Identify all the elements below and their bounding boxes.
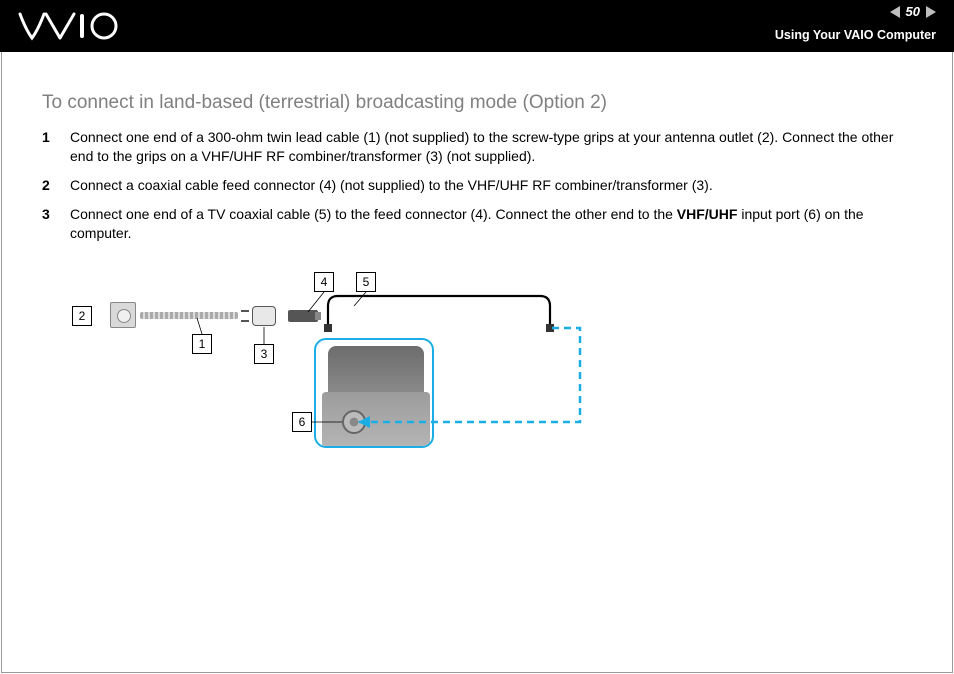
page-content: To connect in land-based (terrestrial) b…	[0, 52, 954, 462]
callout-5: 5	[356, 272, 376, 292]
step-item: 2 Connect a coaxial cable feed connector…	[42, 176, 912, 195]
callout-2: 2	[72, 306, 92, 326]
callout-4: 4	[314, 272, 334, 292]
instruction-steps: 1 Connect one end of a 300-ohm twin lead…	[42, 128, 912, 242]
section-breadcrumb: Using Your VAIO Computer	[775, 28, 936, 42]
page-number: 50	[906, 4, 920, 19]
connection-diagram: 2 1 3 4 5 6	[52, 262, 612, 462]
page-navigation: 50	[890, 4, 936, 19]
step-text: Connect one end of a TV coaxial cable (5…	[70, 205, 912, 243]
step-number: 2	[42, 176, 70, 195]
step-number: 3	[42, 205, 70, 243]
step-text-a: Connect one end of a TV coaxial cable (5…	[70, 206, 677, 222]
step-text-bold: VHF/UHF	[677, 206, 738, 222]
callout-3: 3	[254, 344, 274, 364]
callout-6: 6	[292, 412, 312, 432]
prev-page-icon[interactable]	[890, 6, 900, 18]
step-number: 1	[42, 128, 70, 166]
header-bar: 50 Using Your VAIO Computer	[0, 0, 954, 52]
step-item: 3 Connect one end of a TV coaxial cable …	[42, 205, 912, 243]
next-page-icon[interactable]	[926, 6, 936, 18]
callout-1: 1	[192, 334, 212, 354]
step-text: Connect one end of a 300-ohm twin lead c…	[70, 128, 912, 166]
page-heading: To connect in land-based (terrestrial) b…	[42, 92, 912, 114]
step-text: Connect a coaxial cable feed connector (…	[70, 176, 912, 195]
step-item: 1 Connect one end of a 300-ohm twin lead…	[42, 128, 912, 166]
vaio-logo	[18, 10, 138, 50]
dashed-route-icon	[52, 262, 612, 462]
